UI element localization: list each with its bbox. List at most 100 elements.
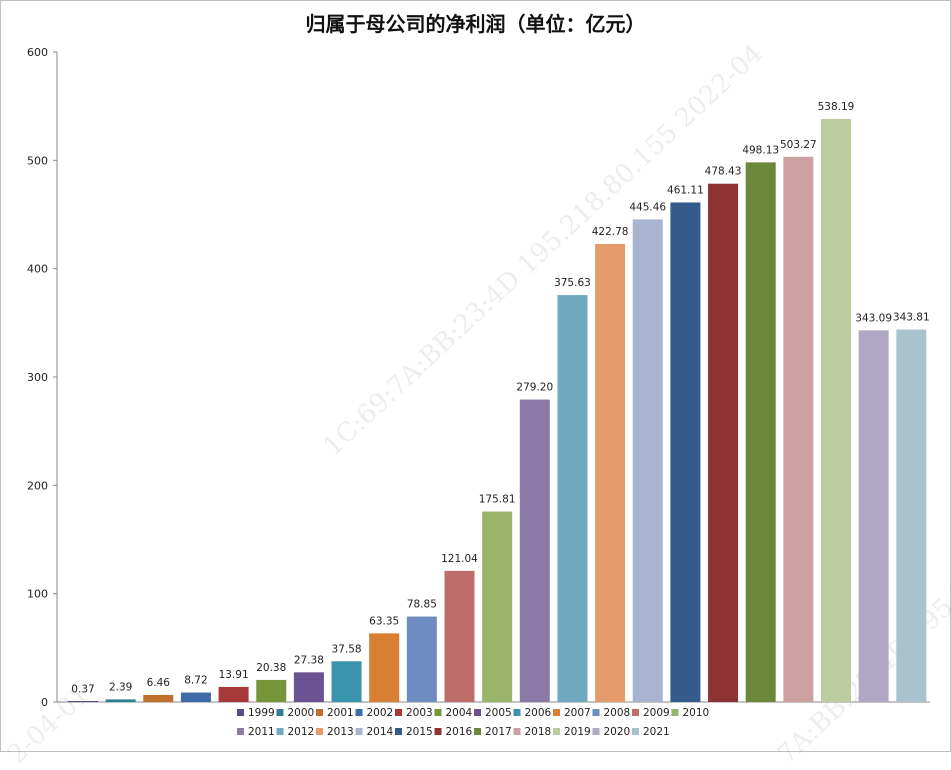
legend-item: 2005: [485, 707, 512, 719]
bar: [180, 692, 211, 702]
legend-item: 1999: [248, 707, 275, 719]
data-label: 343.81: [893, 312, 930, 324]
y-tick-label: 200: [27, 479, 48, 492]
legend-swatch: [553, 728, 560, 735]
data-label: 422.78: [592, 226, 629, 238]
legend-item: 2017: [485, 726, 512, 738]
data-label: 27.38: [294, 654, 324, 666]
data-label: 2.39: [109, 681, 132, 693]
bar: [519, 399, 550, 702]
legend-swatch: [276, 728, 284, 735]
legend-swatch: [553, 709, 560, 716]
legend-swatch: [355, 728, 363, 735]
legend-swatch: [592, 728, 600, 735]
legend-item: 2015: [406, 726, 433, 738]
legend-item: 2007: [564, 707, 591, 719]
legend-item: 2006: [525, 707, 552, 719]
y-tick-label: 0: [41, 696, 48, 709]
legend-item: 2014: [367, 726, 394, 738]
data-label: 6.46: [147, 677, 171, 689]
legend-item: 2021: [643, 726, 670, 738]
legend-swatch: [316, 709, 323, 716]
bar: [105, 699, 136, 702]
y-tick-label: 400: [27, 263, 48, 276]
bar: [293, 672, 324, 702]
legend-item: 2003: [406, 707, 433, 719]
legend-swatch: [513, 709, 521, 716]
chart-title: 归属于母公司的净利润（单位：亿元）: [305, 12, 646, 36]
data-label: 279.20: [516, 382, 553, 394]
data-label: 538.19: [818, 101, 855, 113]
legend-swatch: [316, 728, 323, 735]
bar: [670, 202, 701, 702]
bar: [858, 330, 889, 702]
data-label: 20.38: [256, 662, 286, 674]
data-label: 375.63: [554, 277, 591, 289]
legend-item: 2009: [643, 707, 670, 719]
legend-item: 2000: [288, 707, 315, 719]
legend-swatch: [592, 709, 600, 716]
y-tick-label: 500: [27, 154, 48, 167]
legend-item: 2012: [288, 726, 315, 738]
legend-item: 2013: [327, 726, 354, 738]
data-label: 343.09: [855, 312, 892, 324]
y-tick-label: 300: [27, 371, 48, 384]
bar: [821, 118, 851, 703]
data-label: 478.43: [705, 166, 742, 178]
legend-item: 2020: [604, 726, 631, 738]
y-tick-label: 600: [27, 46, 48, 59]
legend-swatch: [434, 709, 442, 716]
bar: [444, 570, 475, 702]
legend-swatch: [237, 709, 244, 716]
bar: [369, 633, 400, 702]
data-label: 498.13: [742, 144, 779, 156]
bar: [557, 295, 588, 702]
legend-swatch: [671, 709, 679, 716]
legend-item: 2001: [327, 707, 354, 719]
bar-chart: 0 100 200 300 400 500 600 0.37 2.39 6.46 8.72 13.91…: [27, 46, 930, 738]
legend-swatch: [474, 709, 481, 716]
bar: [68, 701, 98, 702]
bar: [632, 219, 663, 702]
data-label: 63.35: [369, 615, 399, 627]
legend-item: 2019: [564, 726, 591, 738]
legend-item: 2004: [446, 707, 473, 719]
data-label: 37.58: [332, 643, 362, 655]
bar: [896, 329, 927, 702]
bar: [218, 686, 249, 702]
legend-swatch: [395, 728, 402, 735]
legend-swatch: [276, 709, 284, 716]
data-label: 121.04: [441, 553, 478, 565]
legend-item: 2008: [604, 707, 631, 719]
legend-swatch: [355, 709, 363, 716]
bar: [595, 243, 626, 702]
bar: [256, 679, 287, 702]
legend-swatch: [434, 728, 442, 735]
legend-swatch: [474, 728, 481, 735]
legend-swatch: [395, 709, 402, 716]
legend-swatch: [237, 728, 244, 735]
legend-item: 2018: [525, 726, 552, 738]
legend-item: 2016: [446, 726, 473, 738]
data-label: 445.46: [629, 201, 666, 213]
data-label: 0.37: [71, 684, 94, 696]
bar: [331, 661, 362, 702]
legend-item: 2002: [367, 707, 394, 719]
data-label: 78.85: [407, 599, 437, 611]
data-label: 8.72: [184, 675, 207, 687]
bar: [143, 695, 174, 702]
data-label: 461.11: [667, 184, 704, 196]
data-label: 13.91: [219, 669, 249, 681]
data-label: 175.81: [479, 494, 516, 506]
data-label: 503.27: [780, 139, 817, 151]
legend-item: 2011: [248, 726, 275, 738]
bar: [406, 616, 437, 702]
bar: [783, 156, 814, 702]
bar: [745, 162, 776, 703]
legend-swatch: [513, 728, 521, 735]
legend-item: 2010: [683, 707, 710, 719]
bar: [708, 183, 739, 703]
legend-swatch: [632, 728, 639, 735]
y-tick-label: 100: [27, 588, 48, 601]
legend-swatch: [632, 709, 639, 716]
